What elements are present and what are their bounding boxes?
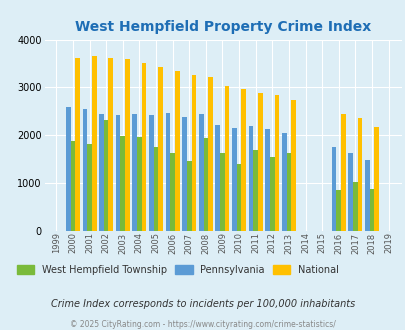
Bar	[165, 113, 170, 231]
Legend: West Hempfield Township, Pennsylvania, National: West Hempfield Township, Pennsylvania, N…	[13, 261, 342, 279]
Bar	[175, 71, 179, 231]
Bar	[269, 157, 274, 231]
Bar	[224, 85, 229, 231]
Bar	[137, 137, 141, 231]
Bar	[149, 115, 153, 231]
Bar	[186, 161, 191, 231]
Bar	[66, 107, 70, 231]
Bar	[236, 164, 241, 231]
Bar	[265, 129, 269, 231]
Bar	[70, 141, 75, 231]
Bar	[82, 109, 87, 231]
Bar	[132, 114, 137, 231]
Bar	[281, 133, 286, 231]
Bar	[191, 75, 196, 231]
Bar	[232, 128, 236, 231]
Text: Crime Index corresponds to incidents per 100,000 inhabitants: Crime Index corresponds to incidents per…	[51, 299, 354, 309]
Bar	[347, 152, 352, 231]
Bar	[248, 126, 253, 231]
Bar	[75, 58, 80, 231]
Bar	[115, 115, 120, 231]
Bar	[258, 93, 262, 231]
Bar	[108, 58, 113, 231]
Title: West Hempfield Property Crime Index: West Hempfield Property Crime Index	[75, 20, 371, 34]
Bar	[286, 152, 290, 231]
Bar	[153, 147, 158, 231]
Bar	[141, 63, 146, 231]
Bar	[253, 150, 258, 231]
Bar	[336, 190, 340, 231]
Bar	[220, 153, 224, 231]
Bar	[352, 182, 357, 231]
Bar	[274, 95, 279, 231]
Bar	[198, 114, 203, 231]
Bar	[87, 144, 92, 231]
Bar	[215, 125, 220, 231]
Bar	[120, 136, 125, 231]
Bar	[125, 59, 130, 231]
Bar	[158, 67, 162, 231]
Bar	[290, 100, 295, 231]
Bar	[208, 78, 212, 231]
Bar	[182, 116, 186, 231]
Bar	[331, 147, 336, 231]
Bar	[241, 89, 245, 231]
Bar	[340, 114, 345, 231]
Bar	[92, 56, 96, 231]
Bar	[203, 138, 208, 231]
Bar	[104, 120, 108, 231]
Bar	[369, 189, 373, 231]
Bar	[170, 153, 175, 231]
Bar	[99, 114, 104, 231]
Bar	[364, 160, 369, 231]
Bar	[373, 127, 378, 231]
Bar	[357, 117, 362, 231]
Text: © 2025 CityRating.com - https://www.cityrating.com/crime-statistics/: © 2025 CityRating.com - https://www.city…	[70, 320, 335, 329]
